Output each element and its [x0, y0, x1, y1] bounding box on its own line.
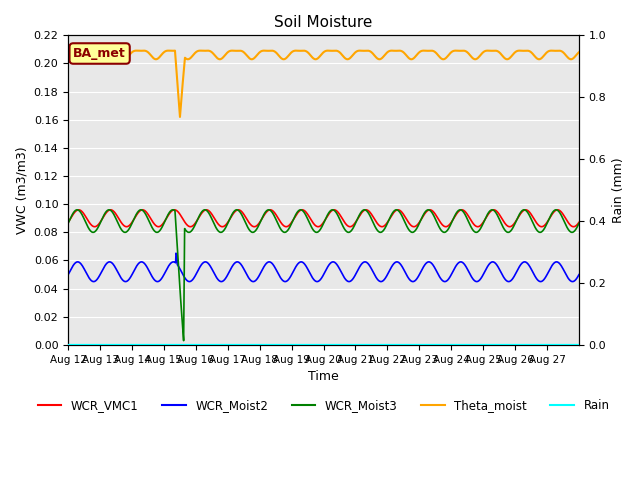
Y-axis label: Rain (mm): Rain (mm) — [612, 157, 625, 223]
Text: BA_met: BA_met — [73, 47, 126, 60]
Y-axis label: VWC (m3/m3): VWC (m3/m3) — [15, 146, 28, 234]
X-axis label: Time: Time — [308, 370, 339, 383]
Title: Soil Moisture: Soil Moisture — [275, 15, 372, 30]
Legend: WCR_VMC1, WCR_Moist2, WCR_Moist3, Theta_moist, Rain: WCR_VMC1, WCR_Moist2, WCR_Moist3, Theta_… — [33, 394, 614, 416]
